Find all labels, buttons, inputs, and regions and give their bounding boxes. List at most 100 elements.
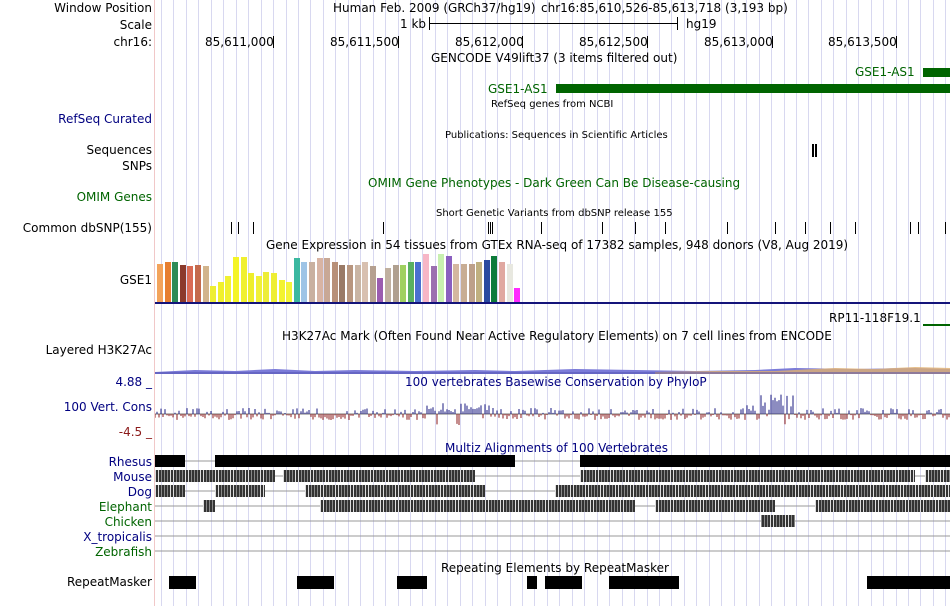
gtex-tissue-bar[interactable] [362, 262, 369, 302]
gtex-tissue-bar[interactable] [506, 264, 513, 302]
gtex-tissue-bar[interactable] [286, 282, 293, 302]
gtex-tissue-bar[interactable] [400, 265, 407, 302]
gtex-tissue-bar[interactable] [347, 265, 353, 302]
gencode-gene-feature[interactable] [923, 68, 950, 77]
repeat-element[interactable] [397, 576, 427, 589]
multiz-species-dog[interactable]: Dog [127, 485, 152, 499]
gtex-tissue-bar[interactable] [385, 268, 391, 302]
gtex-tissue-bar[interactable] [461, 264, 467, 302]
gtex-gene-span[interactable] [155, 302, 950, 304]
gtex-expression-bars[interactable] [157, 252, 537, 302]
snp-mark[interactable] [910, 222, 911, 234]
multiz-species-rhesus[interactable]: Rhesus [108, 455, 152, 469]
gtex-tissue-bar[interactable] [499, 262, 505, 302]
gtex-gene-label[interactable]: GSE1 [119, 273, 152, 287]
snp-mark[interactable] [830, 222, 831, 234]
gtex-tissue-bar[interactable] [225, 276, 232, 302]
gtex-tissue-bar[interactable] [309, 262, 315, 302]
repeat-element[interactable] [169, 576, 196, 589]
repeat-element[interactable] [545, 576, 582, 589]
gtex-tissue-bar[interactable] [331, 262, 338, 302]
snp-mark[interactable] [383, 222, 384, 234]
h3k27ac-signal[interactable] [155, 362, 950, 374]
gtex-tissue-bar[interactable] [324, 258, 331, 302]
snp-mark[interactable] [602, 222, 603, 234]
gtex-tissue-bar[interactable] [438, 254, 445, 302]
gtex-tissue-bar[interactable] [377, 278, 384, 302]
gtex-tissue-bar[interactable] [271, 273, 277, 302]
gtex-tissue-bar[interactable] [316, 258, 323, 302]
gtex-tissue-bar[interactable] [453, 264, 460, 302]
snp-mark[interactable] [665, 222, 666, 234]
snp-mark[interactable] [231, 222, 232, 234]
publication-feature[interactable] [812, 144, 814, 157]
snp-mark[interactable] [253, 222, 254, 234]
publications-sequences-label[interactable]: Sequences [86, 143, 152, 157]
gtex-tissue-bar[interactable] [369, 266, 376, 302]
publications-snps-label[interactable]: SNPs [122, 159, 152, 173]
gtex-tissue-bar[interactable] [301, 262, 308, 302]
repeat-element[interactable] [609, 576, 679, 589]
gtex-gene-feature[interactable] [923, 324, 950, 326]
snp-mark[interactable] [775, 222, 776, 234]
gtex-tissue-bar[interactable] [172, 262, 179, 302]
multiz-species-elephant[interactable]: Elephant [98, 500, 152, 514]
gtex-tissue-bar[interactable] [354, 265, 361, 302]
snp-mark[interactable] [918, 222, 919, 234]
refseq-track-label[interactable]: RefSeq Curated [58, 112, 152, 126]
gtex-tissue-bar[interactable] [217, 282, 224, 302]
snp-mark[interactable] [488, 222, 489, 234]
gtex-tissue-bar[interactable] [392, 265, 399, 302]
gtex-tissue-bar[interactable] [278, 280, 285, 302]
gtex-tissue-bar[interactable] [407, 262, 414, 302]
repeat-element[interactable] [867, 576, 950, 589]
gtex-tissue-bar[interactable] [476, 262, 483, 302]
phylop-track-label[interactable]: 100 Vert. Cons [63, 400, 152, 414]
gtex-tissue-bar[interactable] [240, 257, 247, 302]
gencode-gene-label[interactable]: GSE1-AS1 [488, 82, 548, 96]
gtex-tissue-bar[interactable] [164, 262, 171, 302]
h3k27ac-track-label[interactable]: Layered H3K27Ac [45, 343, 152, 357]
snp-mark[interactable] [541, 222, 542, 234]
snp-mark[interactable] [805, 222, 806, 234]
multiz-species-mouse[interactable]: Mouse [113, 470, 152, 484]
snp-mark[interactable] [635, 222, 636, 234]
gtex-tissue-bar[interactable] [210, 286, 217, 302]
gtex-tissue-bar[interactable] [233, 257, 239, 302]
snp-mark[interactable] [490, 222, 491, 234]
gtex-tissue-bar[interactable] [514, 288, 521, 302]
repeatmasker-track-label[interactable]: RepeatMasker [66, 575, 152, 589]
gtex-tissue-bar[interactable] [491, 256, 498, 302]
gtex-tissue-bar[interactable] [468, 264, 475, 302]
gtex-tissue-bar[interactable] [483, 260, 490, 302]
snp-mark[interactable] [492, 222, 493, 234]
gtex-tissue-bar[interactable] [263, 272, 270, 302]
gtex-tissue-bar[interactable] [415, 262, 422, 302]
snp-mark[interactable] [238, 222, 239, 234]
gtex-tissue-bar[interactable] [293, 258, 300, 302]
gtex-tissue-bar[interactable] [248, 273, 255, 302]
gtex-tissue-bar[interactable] [187, 266, 194, 302]
gencode-gene-label[interactable]: GSE1-AS1 [855, 65, 915, 79]
multiz-species-chicken[interactable]: Chicken [104, 515, 152, 529]
gtex-tissue-bar[interactable] [445, 256, 452, 302]
gtex-tissue-bar[interactable] [157, 264, 163, 302]
repeat-element[interactable] [297, 576, 334, 589]
multiz-species-zebrafish[interactable]: Zebrafish [95, 545, 152, 559]
gtex-tissue-bar[interactable] [255, 276, 262, 302]
snp-mark[interactable] [855, 222, 856, 234]
gencode-gene-feature[interactable] [556, 84, 950, 93]
repeat-element[interactable] [527, 576, 537, 589]
gtex-gene-name[interactable]: RP11-118F19.1 [829, 311, 921, 325]
snp-mark[interactable] [945, 222, 946, 234]
gtex-tissue-bar[interactable] [430, 266, 437, 302]
gencode-track-title[interactable]: GENCODE V49lift37 (3 items filtered out) [431, 51, 678, 65]
publication-feature[interactable] [815, 144, 817, 157]
gtex-tissue-bar[interactable] [179, 265, 186, 302]
phylop-conservation-graph[interactable] [155, 390, 950, 430]
snp-mark[interactable] [727, 222, 728, 234]
omim-track-label[interactable]: OMIM Genes [76, 190, 152, 204]
gtex-tissue-bar[interactable] [423, 254, 429, 302]
gtex-tissue-bar[interactable] [202, 266, 209, 302]
